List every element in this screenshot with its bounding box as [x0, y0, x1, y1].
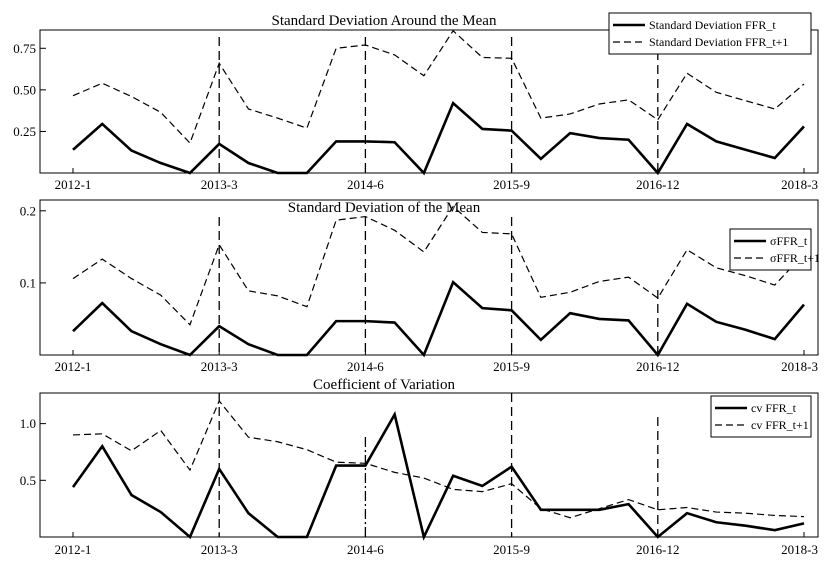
x-tick-label: 2015-9 [493, 542, 530, 557]
chart-title: Coefficient of Variation [313, 377, 455, 393]
y-tick-label: 0.2 [20, 203, 36, 218]
legend-box [608, 12, 812, 55]
chart-panel-1: Standard Deviation Around the Mean 0.25 0.… [13, 12, 819, 192]
x-tick-label: 2016-12 [636, 177, 679, 192]
series-line-t [71, 411, 805, 541]
legend-label: Standard Deviation FFR_t [649, 18, 776, 32]
series-line-t-plus-1 [72, 399, 805, 519]
x-tick-label: 2018-3 [781, 359, 818, 374]
series-line-t-plus-1 [72, 29, 805, 145]
chart-panel-2: Standard Deviation of the Mean 0.1 0.2 2012… [20, 199, 820, 374]
x-tick-label: 2013-3 [201, 359, 238, 374]
legend: cv FFR_tcv FFR_t+1 [710, 395, 812, 438]
x-tick-label: 2012-1 [55, 542, 92, 557]
legend-label: cv FFR_t [751, 401, 797, 415]
chart-title: Standard Deviation of the Mean [288, 200, 481, 216]
series-line-t-plus-1 [72, 205, 805, 326]
legend-box [729, 228, 812, 271]
legend-label: σFFR_t [770, 234, 808, 248]
plot-frame [39, 199, 819, 356]
y-tick-label: 0.50 [13, 82, 36, 97]
y-tick-label: 0.5 [20, 473, 36, 488]
legend: σFFR_t σFFR_t+1 [729, 228, 820, 271]
legend-label: σFFR_t+1 [770, 251, 820, 265]
y-tick-label: 0.75 [13, 41, 36, 56]
y-tick-label: 0.25 [13, 124, 36, 139]
x-tick-label: 2012-1 [55, 359, 92, 374]
plot-frame [39, 29, 819, 174]
y-tick-label: 1.0 [20, 416, 36, 431]
x-tick-label: 2015-9 [493, 359, 530, 374]
x-tick-label: 2013-3 [201, 177, 238, 192]
x-tick-label: 2018-3 [781, 177, 818, 192]
x-tick-label: 2016-12 [636, 359, 679, 374]
series-line-t [72, 100, 805, 176]
x-tick-label: 2018-3 [781, 542, 818, 557]
x-tick-label: 2012-1 [55, 177, 92, 192]
x-tick-label: 2014-6 [347, 359, 384, 374]
x-tick-label: 2013-3 [201, 542, 238, 557]
chart-panel-3: Coefficient of Variation 0.5 1.0 2012-1 2013… [20, 377, 819, 557]
legend-label: cv FFR_t+1 [751, 418, 809, 432]
x-tick-label: 2014-6 [347, 542, 384, 557]
x-tick-label: 2014-6 [347, 177, 384, 192]
x-tick-label: 2015-9 [493, 177, 530, 192]
chart-title: Standard Deviation Around the Mean [272, 13, 497, 29]
legend: Standard Deviation FFR_t Standard Deviati… [608, 12, 812, 55]
x-tick-label: 2016-12 [636, 542, 679, 557]
series-line-t [72, 279, 805, 358]
legend-label: Standard Deviation FFR_t+1 [649, 35, 788, 49]
y-tick-label: 0.1 [20, 275, 36, 290]
legend-box [710, 395, 812, 438]
plot-frame [39, 392, 819, 538]
